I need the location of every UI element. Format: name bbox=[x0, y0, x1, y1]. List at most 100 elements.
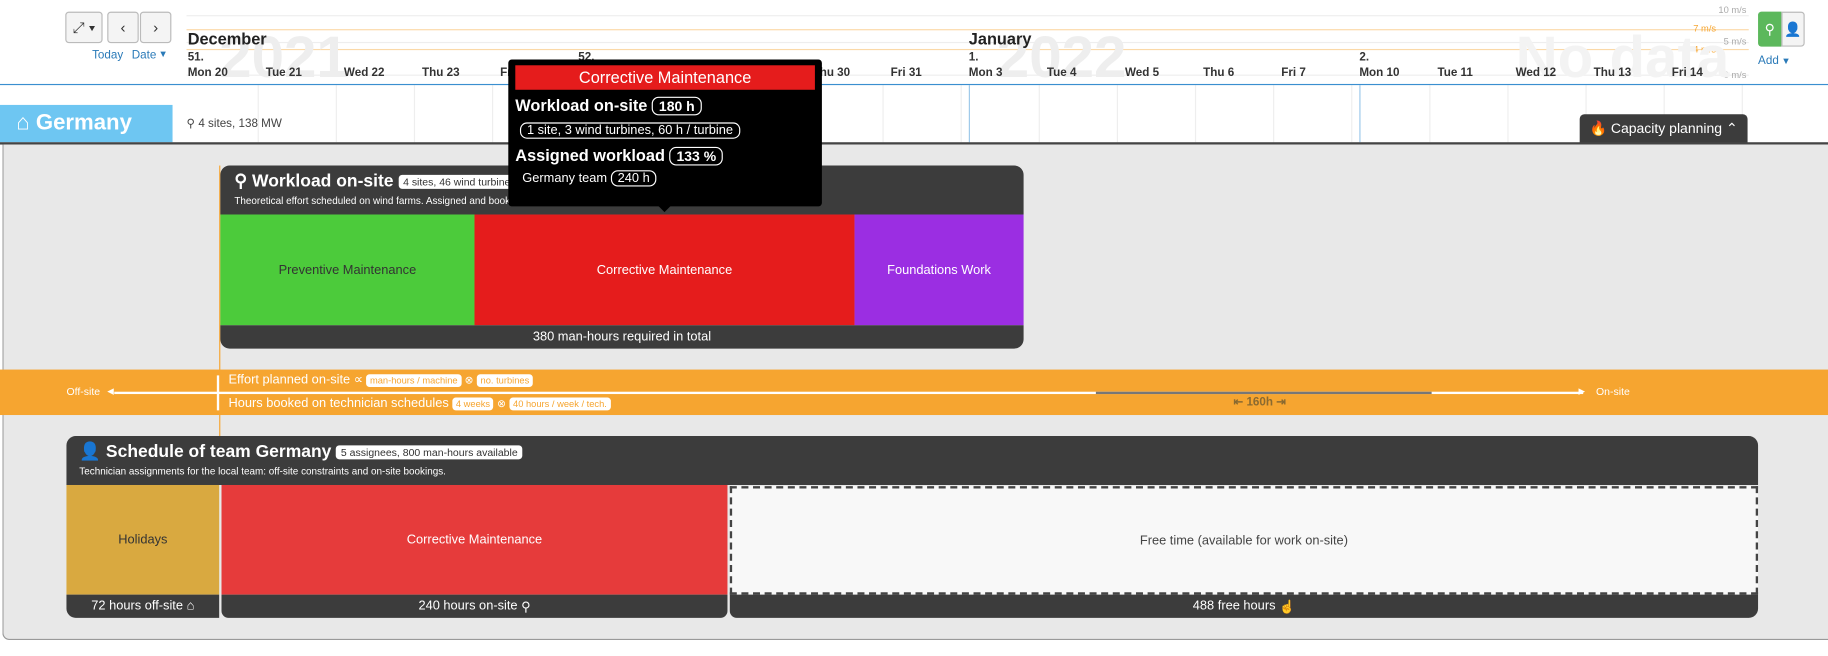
schedule-header: 👤 Schedule of team Germany 5 assignees, … bbox=[66, 436, 1759, 485]
workload-footer: 380 man-hours required in total bbox=[220, 325, 1024, 349]
effort-pill: no. turbines bbox=[477, 373, 533, 387]
day-gridline bbox=[1507, 85, 1509, 143]
off-site-label: Off-site bbox=[66, 385, 101, 398]
corrective-segment[interactable]: Corrective Maintenance bbox=[474, 214, 855, 326]
day-label: Tue 4 bbox=[1046, 66, 1077, 80]
summary-text: 4 sites, 138 MW bbox=[198, 117, 282, 131]
workload-title: Workload on-site bbox=[251, 171, 394, 192]
footer-text: 72 hours off-site bbox=[91, 599, 184, 614]
preventive-segment[interactable]: Preventive Maintenance bbox=[220, 214, 475, 326]
foundations-segment[interactable]: Foundations Work bbox=[854, 214, 1024, 326]
tooltip-value: 180 h bbox=[651, 96, 702, 116]
tooltip-label: Assigned workload bbox=[515, 145, 665, 165]
day-gridline bbox=[1585, 85, 1587, 143]
day-gridline bbox=[1194, 85, 1197, 143]
tooltip-row: Workload on-site 180 h bbox=[515, 96, 815, 116]
day-label: Mon 10 bbox=[1359, 66, 1400, 80]
add-caret: ▼ bbox=[1781, 55, 1791, 67]
day-gridline bbox=[335, 85, 337, 143]
timeline-border bbox=[0, 83, 1828, 86]
band-arrow-line bbox=[114, 391, 1584, 395]
day-label: Thu 23 bbox=[422, 66, 460, 80]
next-button[interactable]: › bbox=[139, 11, 172, 44]
on-site-label: On-site bbox=[1596, 385, 1630, 398]
region-header: ⌂ Germany bbox=[0, 104, 173, 143]
vertical-arrow bbox=[216, 375, 220, 411]
day-gridline bbox=[1663, 85, 1665, 143]
wind-label: 7 m/s bbox=[1693, 23, 1717, 34]
span-line bbox=[1095, 391, 1432, 395]
week-label: 2. bbox=[1359, 51, 1370, 65]
wind-line bbox=[186, 48, 1749, 51]
day-gridline bbox=[960, 85, 962, 143]
day-label: Thu 6 bbox=[1203, 66, 1235, 80]
region-name: Germany bbox=[35, 110, 132, 136]
year-watermark: 2021 bbox=[219, 24, 349, 90]
day-gridline bbox=[491, 85, 494, 143]
day-gridline bbox=[1038, 85, 1040, 143]
schedule-title: Schedule of team Germany bbox=[105, 441, 332, 462]
date-caret: ▼ bbox=[158, 48, 168, 60]
hours-row: Hours booked on technician schedules 4 w… bbox=[229, 396, 611, 410]
day-label: Wed 22 bbox=[343, 66, 385, 80]
map-button[interactable]: ⚲ bbox=[1758, 11, 1782, 47]
offsite-footer: 72 hours off-site ⌂ bbox=[66, 594, 220, 618]
tooltip-row: Assigned workload 133 % bbox=[515, 146, 815, 166]
day-label: Mon 20 bbox=[187, 66, 228, 80]
schedule-title-row: 👤 Schedule of team Germany 5 assignees, … bbox=[79, 441, 1745, 462]
day-gridline bbox=[1273, 85, 1275, 143]
day-label: Wed 12 bbox=[1515, 66, 1557, 80]
holidays-segment[interactable]: Holidays bbox=[66, 484, 220, 595]
effort-row: Effort planned on-site ∝ man-hours / mac… bbox=[229, 372, 533, 387]
tooltip-value: 240 h bbox=[610, 170, 657, 187]
tooltip-pointer bbox=[657, 205, 672, 213]
free-footer: 488 free hours ☝ bbox=[729, 594, 1759, 618]
week-label: 51. bbox=[187, 51, 204, 65]
date-link[interactable]: Date bbox=[131, 48, 157, 62]
day-gridline bbox=[413, 85, 416, 143]
day-label: Fri 14 bbox=[1671, 66, 1703, 80]
hours-pill: 40 hours / week / tech. bbox=[509, 397, 611, 410]
zoom-button[interactable]: ⤢ ▾ bbox=[65, 11, 103, 44]
wind-line bbox=[186, 74, 1749, 76]
wind-line bbox=[186, 41, 1749, 44]
times-icon: ⊗ bbox=[497, 397, 506, 410]
band-arrow-left: ◂ bbox=[107, 384, 114, 399]
footer-text: 240 hours on-site bbox=[418, 599, 518, 614]
tooltip-detail: 1 site, 3 wind turbines, 60 h / turbine bbox=[519, 122, 740, 139]
capacity-text: Capacity planning bbox=[1610, 120, 1723, 137]
free-time[interactable]: Free time (available for work on-site) bbox=[729, 486, 1759, 595]
day-label: Fri 7 bbox=[1281, 66, 1306, 80]
day-gridline bbox=[1116, 85, 1119, 143]
schedule-subtitle: Technician assignments for the local tea… bbox=[79, 465, 446, 477]
prev-button[interactable]: ‹ bbox=[107, 11, 139, 44]
wind-label: 0 m/s bbox=[1723, 69, 1747, 81]
week-label: 1. bbox=[968, 51, 979, 65]
wind-line bbox=[186, 29, 1749, 31]
year-watermark: 2022 bbox=[996, 24, 1127, 90]
capacity-tab[interactable]: 🔥 Capacity planning ⌃ bbox=[1579, 114, 1748, 144]
user-button[interactable]: 👤 bbox=[1781, 11, 1805, 47]
workload-title-row: ⚲ Workload on-site 4 sites, 46 wind turb… bbox=[234, 170, 1009, 191]
day-gridline bbox=[1429, 85, 1431, 143]
week-line bbox=[1359, 85, 1361, 143]
day-label: Tue 21 bbox=[265, 66, 302, 80]
day-gridline bbox=[882, 85, 884, 143]
day-label: Mon 3 bbox=[968, 66, 1003, 80]
corrective-booking[interactable]: Corrective Maintenance bbox=[221, 484, 728, 595]
onsite-footer: 240 hours on-site ⚲ bbox=[221, 594, 728, 618]
day-label: Thu 30 bbox=[812, 66, 851, 80]
day-label: Wed 5 bbox=[1125, 66, 1160, 80]
today-link[interactable]: Today bbox=[92, 48, 124, 62]
workload-subtitle: Theoretical effort scheduled on wind far… bbox=[234, 194, 671, 207]
tooltip-value: 133 % bbox=[669, 146, 724, 166]
add-link[interactable]: Add bbox=[1758, 54, 1779, 68]
tooltip-title: Corrective Maintenance bbox=[515, 65, 815, 90]
tooltip: Corrective Maintenance Workload on-site … bbox=[508, 59, 822, 207]
region-summary: ⚲ 4 sites, 138 MW bbox=[186, 117, 282, 131]
day-gridline bbox=[1351, 85, 1353, 143]
hours-pill: 4 weeks bbox=[452, 397, 494, 410]
day-label: Tue 11 bbox=[1437, 66, 1473, 80]
